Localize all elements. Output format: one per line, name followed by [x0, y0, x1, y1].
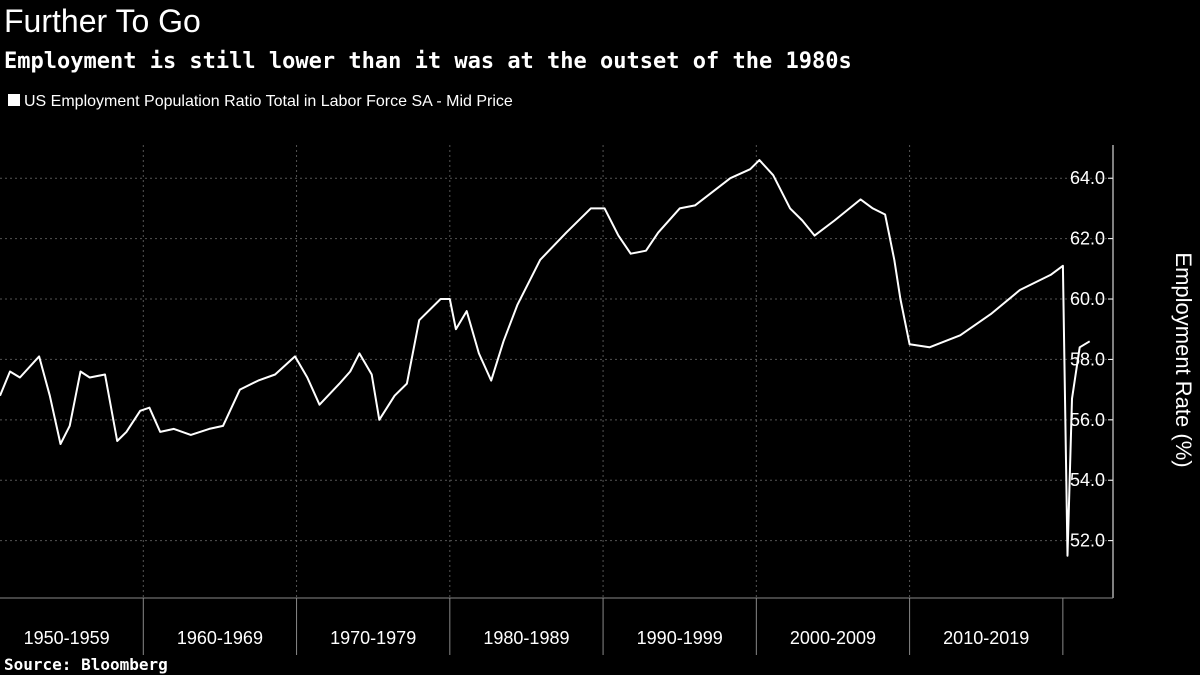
- y-tick-label: 52.0: [1070, 531, 1105, 551]
- y-tick-label: 54.0: [1070, 470, 1105, 490]
- y-tick-label: 56.0: [1070, 410, 1105, 430]
- x-tick-label: 1950-1959: [24, 628, 110, 648]
- chart-title: Further To Go: [4, 3, 201, 39]
- x-tick-label: 2010-2019: [943, 628, 1029, 648]
- chart-subtitle: Employment is still lower than it was at…: [4, 49, 852, 74]
- x-tick-label: 1990-1999: [637, 628, 723, 648]
- data-line: [0, 159, 1091, 557]
- y-tick-label: 60.0: [1070, 289, 1105, 309]
- source: Source: Bloomberg: [4, 655, 168, 674]
- y-axis-label: Employment Rate (%): [1171, 252, 1196, 467]
- legend-label: US Employment Population Ratio Total in …: [24, 93, 513, 110]
- x-tick-label: 1960-1969: [177, 628, 263, 648]
- y-tick-label: 58.0: [1070, 349, 1105, 369]
- y-tick-label: 64.0: [1070, 168, 1105, 188]
- x-tick-label: 1980-1989: [483, 628, 569, 648]
- legend-swatch: [8, 94, 20, 106]
- x-tick-label: 1970-1979: [330, 628, 416, 648]
- y-tick-label: 62.0: [1070, 229, 1105, 249]
- x-tick-label: 2000-2009: [790, 628, 876, 648]
